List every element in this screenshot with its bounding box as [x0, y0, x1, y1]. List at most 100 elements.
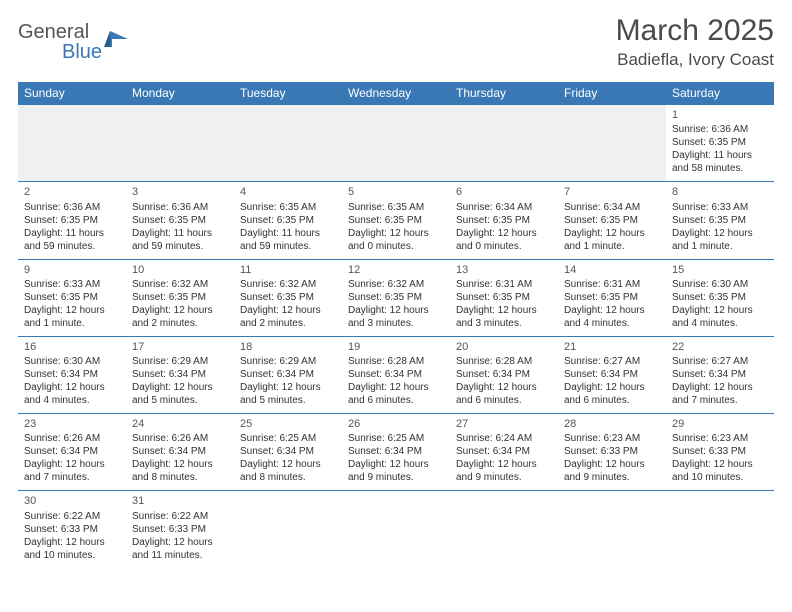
sun-info: Sunset: 6:34 PM [456, 445, 552, 458]
sun-info: Daylight: 12 hours [348, 227, 444, 240]
sun-info: Daylight: 11 hours [24, 227, 120, 240]
sun-info: Daylight: 12 hours [672, 458, 768, 471]
sun-info: and 2 minutes. [132, 317, 228, 330]
sun-info: Daylight: 12 hours [456, 227, 552, 240]
sun-info: and 6 minutes. [564, 394, 660, 407]
sun-info: Sunset: 6:35 PM [672, 291, 768, 304]
sun-info: Sunrise: 6:26 AM [24, 432, 120, 445]
logo-word1: General [18, 21, 89, 43]
sun-info: Daylight: 12 hours [348, 458, 444, 471]
sun-info: Sunset: 6:34 PM [132, 445, 228, 458]
sun-info: and 4 minutes. [564, 317, 660, 330]
sun-info: Sunrise: 6:32 AM [132, 278, 228, 291]
sun-info: Sunrise: 6:23 AM [564, 432, 660, 445]
sun-info: and 6 minutes. [456, 394, 552, 407]
sun-info: Sunset: 6:35 PM [132, 291, 228, 304]
calendar-day: 13Sunrise: 6:31 AMSunset: 6:35 PMDayligh… [450, 259, 558, 336]
calendar-empty [558, 105, 666, 182]
sun-info: Sunset: 6:35 PM [564, 291, 660, 304]
calendar-empty [234, 491, 342, 568]
day-number: 10 [132, 263, 228, 277]
sun-info: Daylight: 12 hours [564, 304, 660, 317]
sun-info: Sunrise: 6:34 AM [564, 201, 660, 214]
location: Badiefla, Ivory Coast [616, 50, 774, 70]
sun-info: Sunrise: 6:27 AM [672, 355, 768, 368]
calendar-day: 2Sunrise: 6:36 AMSunset: 6:35 PMDaylight… [18, 182, 126, 259]
calendar-week: 9Sunrise: 6:33 AMSunset: 6:35 PMDaylight… [18, 259, 774, 336]
day-header: Thursday [450, 82, 558, 105]
sun-info: Sunrise: 6:31 AM [564, 278, 660, 291]
calendar-empty [126, 105, 234, 182]
day-number: 14 [564, 263, 660, 277]
sun-info: Daylight: 12 hours [132, 458, 228, 471]
sun-info: Sunrise: 6:36 AM [24, 201, 120, 214]
calendar-day: 10Sunrise: 6:32 AMSunset: 6:35 PMDayligh… [126, 259, 234, 336]
day-header-row: SundayMondayTuesdayWednesdayThursdayFrid… [18, 82, 774, 105]
calendar-day: 7Sunrise: 6:34 AMSunset: 6:35 PMDaylight… [558, 182, 666, 259]
calendar-day: 18Sunrise: 6:29 AMSunset: 6:34 PMDayligh… [234, 336, 342, 413]
day-number: 25 [240, 417, 336, 431]
calendar-day: 15Sunrise: 6:30 AMSunset: 6:35 PMDayligh… [666, 259, 774, 336]
sun-info: Sunrise: 6:22 AM [132, 510, 228, 523]
sun-info: Sunrise: 6:25 AM [240, 432, 336, 445]
calendar-day: 19Sunrise: 6:28 AMSunset: 6:34 PMDayligh… [342, 336, 450, 413]
calendar-day: 26Sunrise: 6:25 AMSunset: 6:34 PMDayligh… [342, 414, 450, 491]
sun-info: Sunrise: 6:35 AM [240, 201, 336, 214]
sun-info: Daylight: 12 hours [456, 381, 552, 394]
sun-info: Daylight: 12 hours [348, 304, 444, 317]
sun-info: and 11 minutes. [132, 549, 228, 562]
sun-info: and 5 minutes. [132, 394, 228, 407]
sun-info: Sunset: 6:35 PM [348, 214, 444, 227]
sun-info: Sunset: 6:34 PM [24, 445, 120, 458]
sun-info: Daylight: 12 hours [456, 458, 552, 471]
sun-info: Sunrise: 6:36 AM [132, 201, 228, 214]
sun-info: Sunrise: 6:33 AM [672, 201, 768, 214]
sun-info: and 9 minutes. [564, 471, 660, 484]
sun-info: Daylight: 12 hours [456, 304, 552, 317]
sun-info: and 1 minute. [564, 240, 660, 253]
calendar-empty [450, 105, 558, 182]
sun-info: Sunrise: 6:28 AM [348, 355, 444, 368]
sun-info: Sunrise: 6:23 AM [672, 432, 768, 445]
day-number: 16 [24, 340, 120, 354]
sun-info: Sunset: 6:35 PM [24, 214, 120, 227]
sun-info: and 0 minutes. [456, 240, 552, 253]
calendar-day: 27Sunrise: 6:24 AMSunset: 6:34 PMDayligh… [450, 414, 558, 491]
sun-info: and 7 minutes. [24, 471, 120, 484]
sun-info: Sunrise: 6:24 AM [456, 432, 552, 445]
day-number: 22 [672, 340, 768, 354]
day-header: Monday [126, 82, 234, 105]
sun-info: Daylight: 11 hours [672, 149, 768, 162]
sun-info: Sunset: 6:34 PM [564, 368, 660, 381]
calendar-day: 6Sunrise: 6:34 AMSunset: 6:35 PMDaylight… [450, 182, 558, 259]
calendar-empty [666, 491, 774, 568]
day-number: 24 [132, 417, 228, 431]
day-number: 29 [672, 417, 768, 431]
calendar-day: 4Sunrise: 6:35 AMSunset: 6:35 PMDaylight… [234, 182, 342, 259]
sun-info: Sunset: 6:33 PM [564, 445, 660, 458]
calendar-day: 30Sunrise: 6:22 AMSunset: 6:33 PMDayligh… [18, 491, 126, 568]
sun-info: and 7 minutes. [672, 394, 768, 407]
sun-info: Sunset: 6:35 PM [240, 291, 336, 304]
calendar-day: 23Sunrise: 6:26 AMSunset: 6:34 PMDayligh… [18, 414, 126, 491]
day-number: 28 [564, 417, 660, 431]
sun-info: and 4 minutes. [672, 317, 768, 330]
sun-info: Daylight: 12 hours [564, 458, 660, 471]
sun-info: Sunrise: 6:29 AM [132, 355, 228, 368]
calendar-day: 12Sunrise: 6:32 AMSunset: 6:35 PMDayligh… [342, 259, 450, 336]
sun-info: Sunset: 6:35 PM [672, 214, 768, 227]
sun-info: Sunset: 6:34 PM [672, 368, 768, 381]
sun-info: Daylight: 12 hours [348, 381, 444, 394]
header: General Blue March 2025 Badiefla, Ivory … [18, 14, 774, 70]
day-number: 9 [24, 263, 120, 277]
calendar-day: 1Sunrise: 6:36 AMSunset: 6:35 PMDaylight… [666, 105, 774, 182]
title-block: March 2025 Badiefla, Ivory Coast [616, 14, 774, 70]
day-number: 8 [672, 185, 768, 199]
sun-info: Sunset: 6:34 PM [24, 368, 120, 381]
day-number: 6 [456, 185, 552, 199]
sun-info: and 8 minutes. [132, 471, 228, 484]
calendar-empty [342, 491, 450, 568]
day-header: Tuesday [234, 82, 342, 105]
calendar-day: 8Sunrise: 6:33 AMSunset: 6:35 PMDaylight… [666, 182, 774, 259]
sun-info: Sunset: 6:35 PM [564, 214, 660, 227]
